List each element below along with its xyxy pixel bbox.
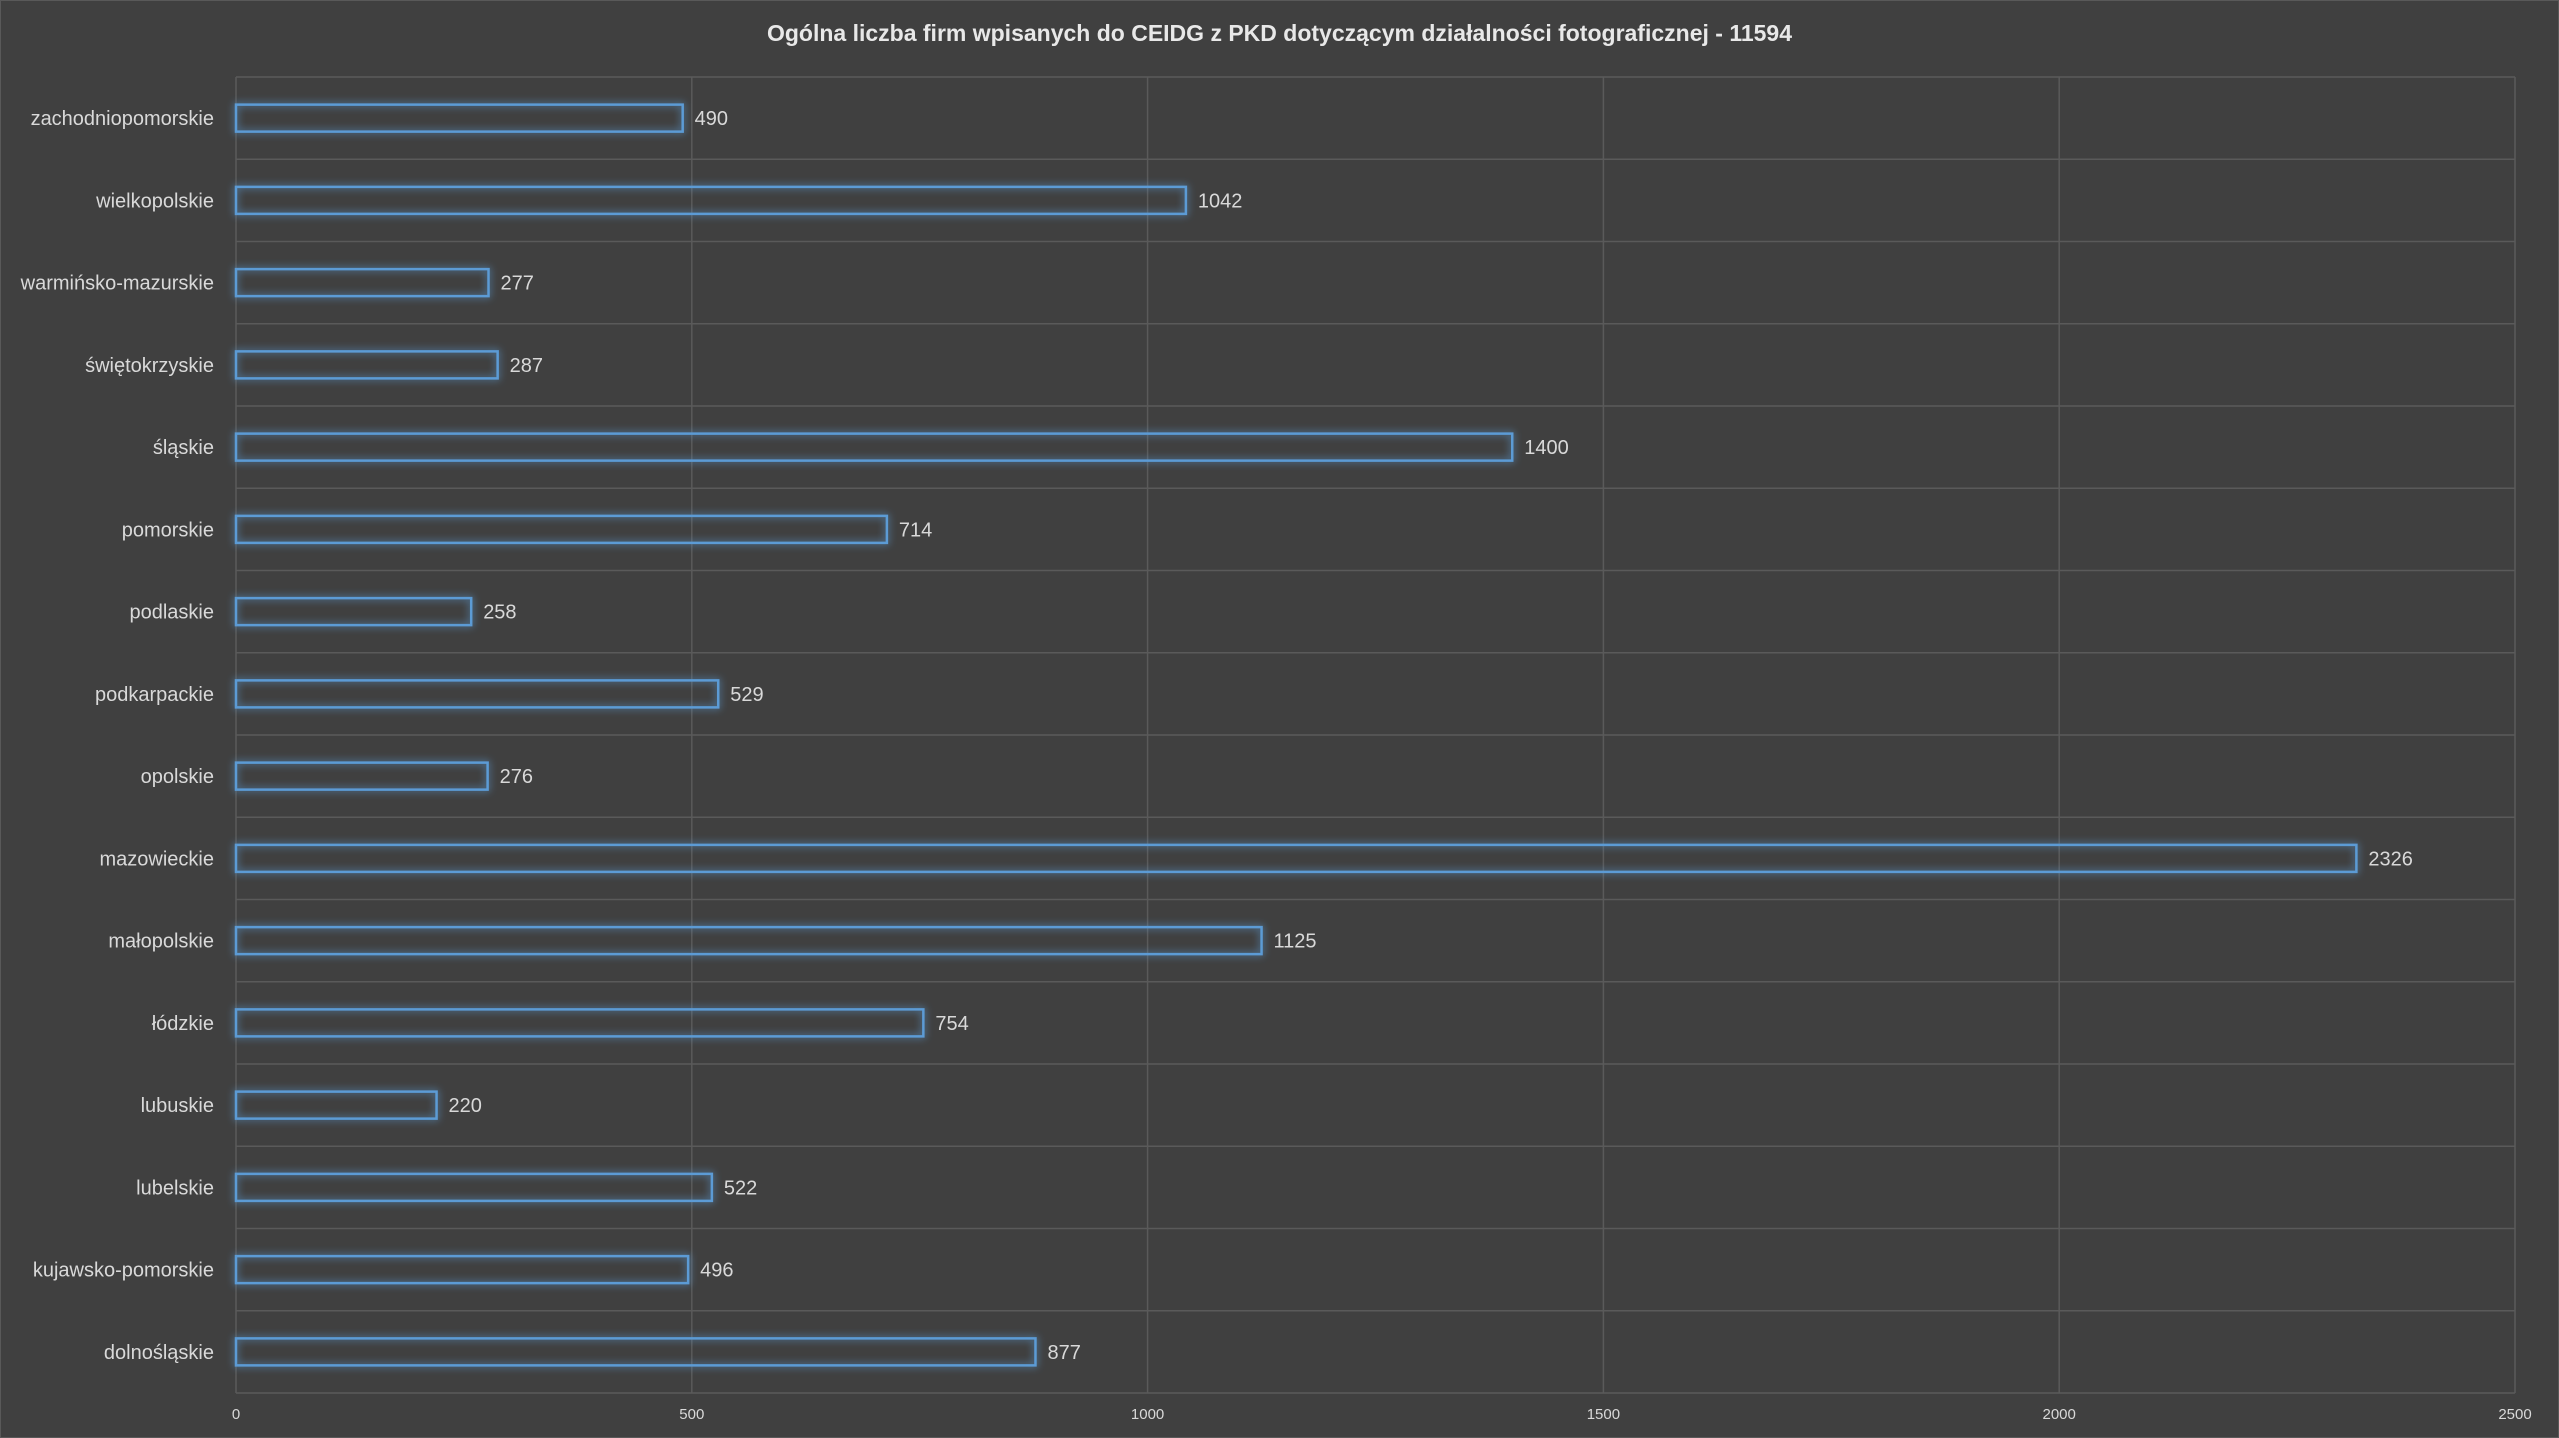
bar: [234, 761, 489, 791]
grid-layer: [235, 76, 2516, 1394]
category-label: podkarpackie: [95, 684, 214, 706]
bar: [234, 1254, 690, 1285]
bars-layer: [234, 103, 2358, 1367]
bar: [234, 432, 1514, 462]
bar: [234, 1172, 714, 1203]
x-tick-label: 1000: [1131, 1406, 1164, 1423]
bar: [234, 514, 889, 545]
x-tick-label: 0: [232, 1406, 240, 1423]
bar: [234, 679, 720, 709]
data-label: 496: [700, 1260, 733, 1282]
category-label: świętokrzyskie: [85, 355, 214, 377]
data-label: 276: [500, 766, 533, 788]
data-label: 1042: [1198, 190, 1243, 212]
category-label: wielkopolskie: [95, 190, 214, 212]
category-label: małopolskie: [108, 931, 214, 953]
data-label: 2326: [2368, 848, 2413, 870]
data-label: 220: [449, 1095, 482, 1117]
bar: [234, 103, 684, 133]
data-label: 287: [510, 355, 543, 377]
bar: [234, 925, 1263, 956]
bar: [234, 1008, 925, 1038]
bar: [234, 843, 2358, 874]
data-label: 529: [730, 684, 763, 706]
category-label: mazowieckie: [100, 848, 214, 870]
bar: [234, 267, 490, 298]
chart-title: Ogólna liczba firm wpisanych do CEIDG z …: [766, 20, 1793, 46]
category-label: dolnośląskie: [104, 1342, 214, 1364]
labels-layer: 0 500 1000 1500 2000 2500 zachodniopomorskie 49…: [20, 108, 2532, 1423]
category-label: lubelskie: [136, 1177, 214, 1199]
category-label: śląskie: [153, 437, 214, 459]
data-label: 877: [1047, 1342, 1080, 1364]
category-label: pomorskie: [122, 519, 214, 541]
x-tick-label: 1500: [1587, 1406, 1620, 1423]
x-tick-label: 2000: [2043, 1406, 2076, 1423]
data-label: 277: [501, 273, 534, 295]
category-label: zachodniopomorskie: [31, 108, 214, 130]
bar: [234, 1090, 438, 1120]
bar: [234, 596, 473, 627]
data-label: 490: [695, 108, 728, 130]
data-label: 1400: [1524, 437, 1569, 459]
data-label: 258: [483, 602, 516, 624]
category-label: łódzkie: [152, 1013, 214, 1035]
category-label: warmińsko-mazurskie: [20, 273, 214, 295]
x-tick-label: 2500: [2498, 1406, 2531, 1423]
category-label: podlaskie: [129, 602, 214, 624]
bar: [234, 185, 1188, 216]
bar: [234, 350, 499, 380]
x-tick-label: 500: [679, 1406, 704, 1423]
data-label: 1125: [1274, 931, 1317, 953]
bar: [234, 1337, 1037, 1367]
category-label: lubuskie: [141, 1095, 214, 1117]
data-label: 714: [899, 519, 932, 541]
data-label: 754: [935, 1013, 968, 1035]
data-label: 522: [724, 1177, 757, 1199]
category-label: opolskie: [141, 766, 214, 788]
category-label: kujawsko-pomorskie: [33, 1260, 214, 1282]
